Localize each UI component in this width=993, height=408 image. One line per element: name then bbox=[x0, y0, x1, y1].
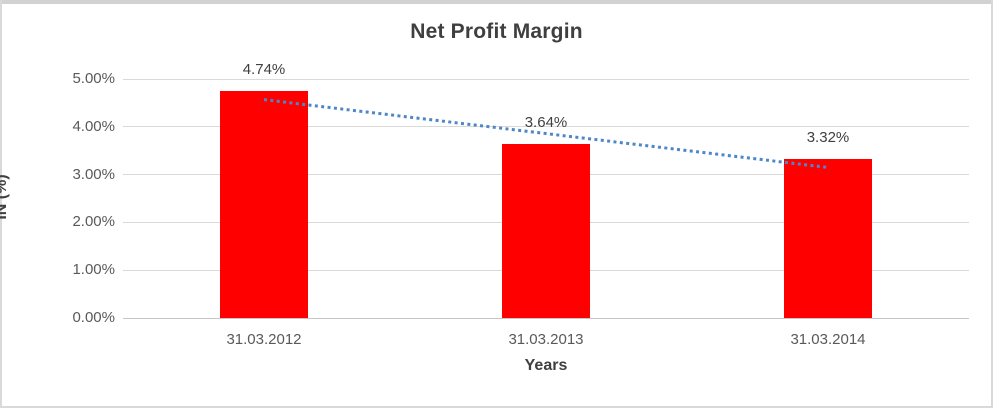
bar-value-label: 4.74% bbox=[242, 61, 286, 79]
bar-value-label: 3.64% bbox=[524, 114, 568, 131]
y-tick-label: 3.00% bbox=[72, 165, 115, 183]
y-tick-label: 5.00% bbox=[72, 70, 115, 87]
chart-border-top bbox=[0, 0, 993, 4]
y-tick-label: 4.00% bbox=[72, 117, 115, 135]
x-tick-label: 31.03.2014 bbox=[790, 331, 866, 348]
x-tick-label: 31.03.2013 bbox=[508, 331, 584, 348]
x-axis-line bbox=[123, 317, 969, 319]
x-tick-label: 31.03.2012 bbox=[226, 331, 302, 348]
bar-value-label: 3.32% bbox=[806, 129, 850, 147]
y-tick-label: 2.00% bbox=[72, 213, 115, 231]
gridline bbox=[123, 78, 969, 80]
chart-border-left bbox=[0, 0, 2, 408]
chart-title: Net Profit Margin bbox=[410, 20, 583, 43]
y-axis-title: IN (%) bbox=[0, 174, 10, 220]
x-axis-title: Years bbox=[524, 357, 568, 374]
bar bbox=[784, 159, 872, 318]
chart-border-right bbox=[991, 0, 993, 408]
chart-border-bottom bbox=[0, 406, 993, 408]
bar bbox=[220, 91, 308, 318]
bar bbox=[502, 144, 590, 318]
y-tick-label: 1.00% bbox=[72, 261, 115, 279]
y-tick-label: 0.00% bbox=[72, 309, 115, 326]
